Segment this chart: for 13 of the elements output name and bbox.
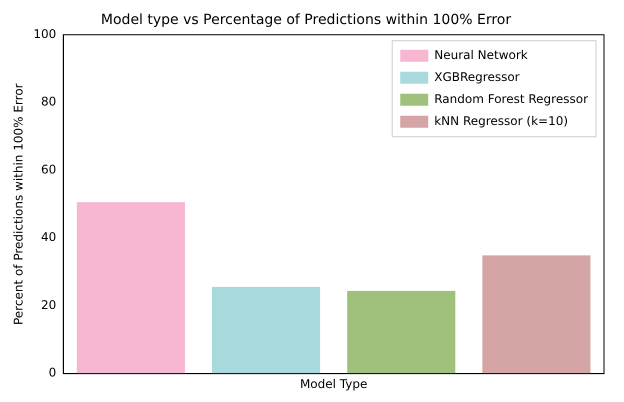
legend-label: kNN Regressor (k=10) xyxy=(434,114,568,128)
x-axis-title: Model Type xyxy=(300,376,368,391)
y-tick-label: 60 xyxy=(41,162,56,176)
y-tick-label: 100 xyxy=(33,26,56,41)
y-tick-label: 20 xyxy=(41,298,56,312)
legend-label: XGBRegressor xyxy=(434,70,520,84)
legend-label: Random Forest Regressor xyxy=(434,92,588,106)
y-axis-title: Percent of Predictions within 100% Error xyxy=(11,83,26,326)
legend-label: Neural Network xyxy=(434,48,528,62)
y-tick-label: 80 xyxy=(41,94,56,109)
chart-title: Model type vs Percentage of Predictions within 100% Error xyxy=(100,12,512,28)
y-tick-label: 40 xyxy=(41,230,56,244)
y-tick-label: 0 xyxy=(48,366,56,380)
